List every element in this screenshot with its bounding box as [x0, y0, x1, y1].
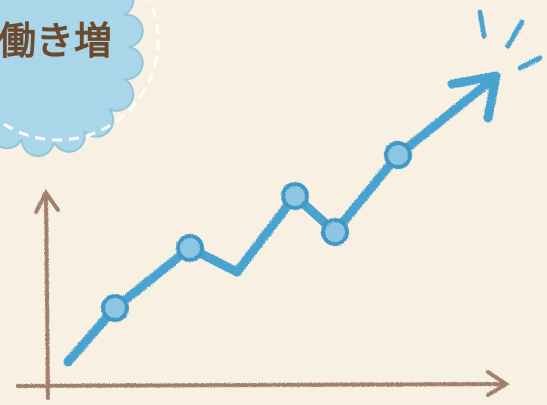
- point: [101, 294, 129, 322]
- sparkle: [517, 55, 543, 71]
- x-axis-arrow: [486, 370, 510, 397]
- point: [176, 234, 204, 262]
- badge: 働き増: [0, 0, 160, 157]
- trend-arrow: [447, 71, 501, 123]
- badge-stitch: [0, 0, 160, 142]
- point: [384, 141, 412, 169]
- axes: [16, 189, 510, 400]
- badge-shape: [0, 0, 144, 157]
- sparkles: [477, 9, 543, 71]
- sparkle: [505, 19, 525, 49]
- sparkle: [477, 9, 487, 39]
- trend: [63, 71, 501, 367]
- point: [321, 218, 349, 246]
- y-axis-arrow: [34, 189, 60, 214]
- y-axis: [44, 193, 50, 400]
- badge-text: 働き増: [0, 19, 112, 63]
- trend-line: [63, 75, 497, 367]
- x-axis: [16, 382, 507, 388]
- point: [281, 182, 309, 210]
- trend-points: [101, 141, 412, 322]
